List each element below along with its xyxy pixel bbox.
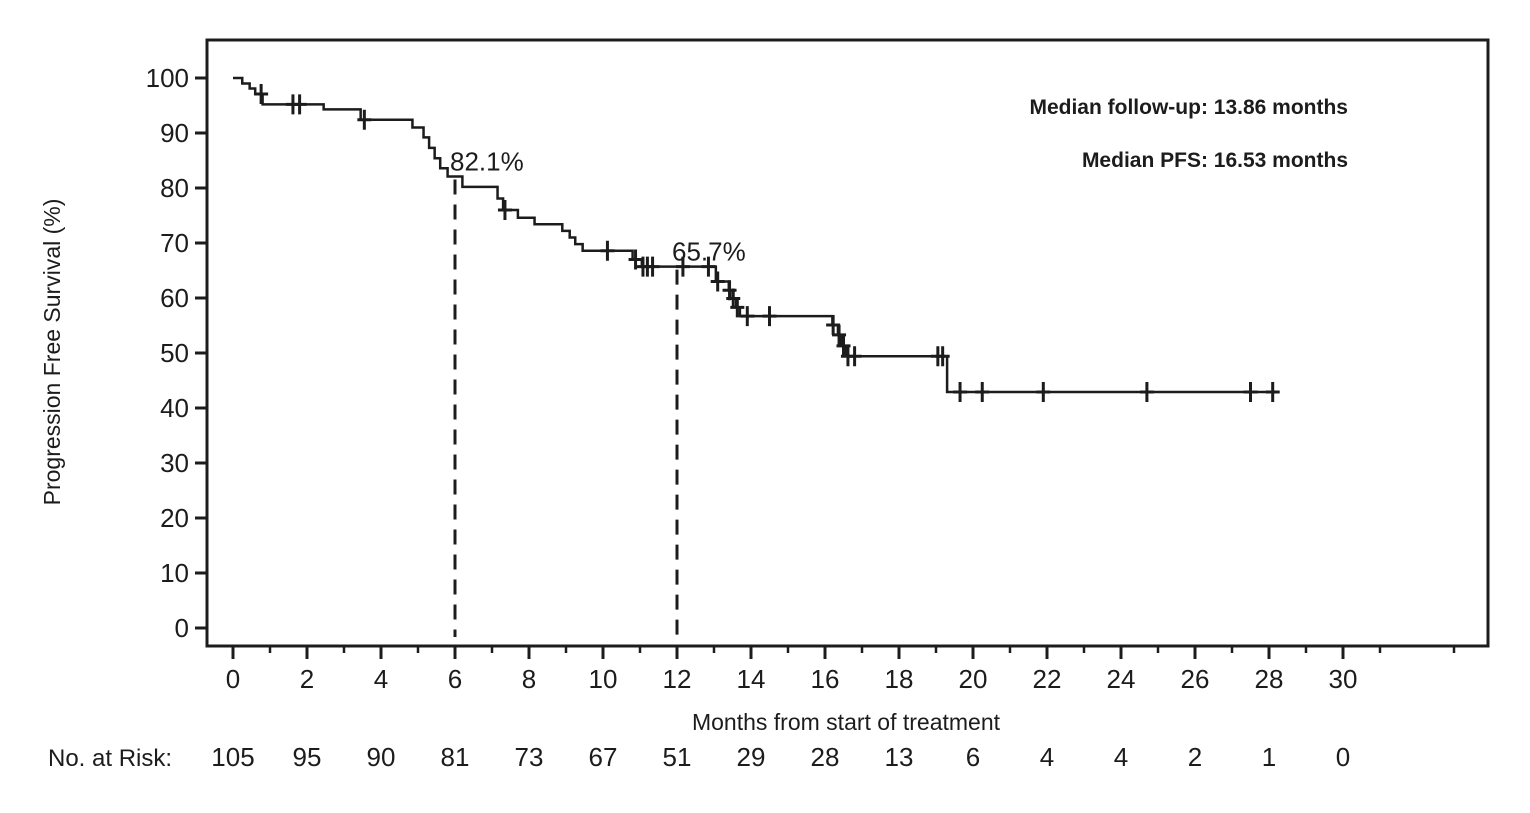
- risk-count: 1: [1262, 742, 1276, 772]
- y-axis-tick-label: 80: [160, 173, 189, 203]
- censor-mark: [292, 94, 307, 115]
- censor-mark: [1036, 382, 1051, 403]
- risk-count: 4: [1114, 742, 1128, 772]
- censor-mark: [1139, 382, 1154, 403]
- x-axis-tick-label: 6: [448, 664, 462, 694]
- y-axis-tick-label: 70: [160, 228, 189, 258]
- censor-mark: [935, 346, 950, 367]
- risk-count: 105: [211, 742, 254, 772]
- censor-mark: [730, 297, 745, 318]
- risk-count: 28: [811, 742, 840, 772]
- x-axis-tick-label: 24: [1107, 664, 1136, 694]
- y-axis-tick-label: 60: [160, 283, 189, 313]
- x-axis-tick-label: 12: [663, 664, 692, 694]
- x-axis-title: Months from start of treatment: [692, 709, 1001, 735]
- y-axis-tick-label: 50: [160, 338, 189, 368]
- y-axis-title: Progression Free Survival (%): [39, 199, 65, 506]
- risk-count: 81: [441, 742, 470, 772]
- x-axis-tick-label: 26: [1181, 664, 1210, 694]
- risk-count: 4: [1040, 742, 1054, 772]
- y-axis-tick-label: 20: [160, 503, 189, 533]
- y-axis-tick-label: 90: [160, 118, 189, 148]
- censor-mark: [1243, 382, 1258, 403]
- censor-mark: [645, 256, 660, 277]
- censor-mark: [953, 382, 968, 403]
- y-axis-tick-label: 30: [160, 448, 189, 478]
- y-axis-tick-label: 40: [160, 393, 189, 423]
- x-axis-tick-label: 28: [1255, 664, 1284, 694]
- censor-mark: [357, 109, 372, 130]
- annotation-median-followup: Median follow-up: 13.86 months: [1029, 96, 1348, 119]
- censor-mark: [600, 240, 615, 261]
- risk-count: 67: [589, 742, 618, 772]
- x-axis-tick-label: 18: [885, 664, 914, 694]
- reference-line-label: 82.1%: [450, 146, 524, 176]
- survival-step-curve: [233, 76, 1279, 394]
- risk-count: 73: [515, 742, 544, 772]
- y-axis-tick-label: 100: [146, 63, 189, 93]
- censor-mark: [832, 324, 847, 345]
- x-axis-tick-label: 14: [737, 664, 766, 694]
- x-axis-tick-label: 22: [1033, 664, 1062, 694]
- censor-mark: [762, 306, 777, 327]
- censor-mark: [701, 256, 716, 277]
- x-axis-tick-label: 4: [374, 664, 388, 694]
- x-axis-tick-label: 2: [300, 664, 314, 694]
- x-axis-tick-label: 16: [811, 664, 840, 694]
- annotation-median-pfs: Median PFS: 16.53 months: [1082, 149, 1348, 172]
- censor-mark: [740, 306, 755, 327]
- risk-count: 0: [1336, 742, 1350, 772]
- censor-mark: [847, 346, 862, 367]
- risk-count: 51: [663, 742, 692, 772]
- censor-mark: [710, 271, 725, 292]
- risk-table-label: No. at Risk:: [48, 745, 172, 772]
- censor-mark: [497, 200, 512, 220]
- x-axis-tick-label: 10: [589, 664, 618, 694]
- censor-mark: [675, 256, 690, 277]
- censor-mark: [1265, 382, 1280, 403]
- risk-count: 6: [966, 742, 980, 772]
- censor-mark: [975, 382, 990, 403]
- censor-mark: [836, 335, 851, 356]
- x-axis-tick-label: 0: [226, 664, 240, 694]
- x-axis-tick-label: 20: [959, 664, 988, 694]
- risk-count: 13: [885, 742, 914, 772]
- censor-mark: [254, 83, 269, 104]
- y-axis-tick-label: 10: [160, 558, 189, 588]
- risk-count: 2: [1188, 742, 1202, 772]
- censor-mark: [628, 249, 643, 270]
- x-axis-tick-label: 8: [522, 664, 536, 694]
- risk-count: 90: [367, 742, 396, 772]
- x-axis-tick-label: 30: [1329, 664, 1358, 694]
- risk-count: 95: [293, 742, 322, 772]
- risk-count: 29: [737, 742, 766, 772]
- y-axis-tick-label: 0: [175, 613, 189, 643]
- plot-border: [205, 38, 1490, 648]
